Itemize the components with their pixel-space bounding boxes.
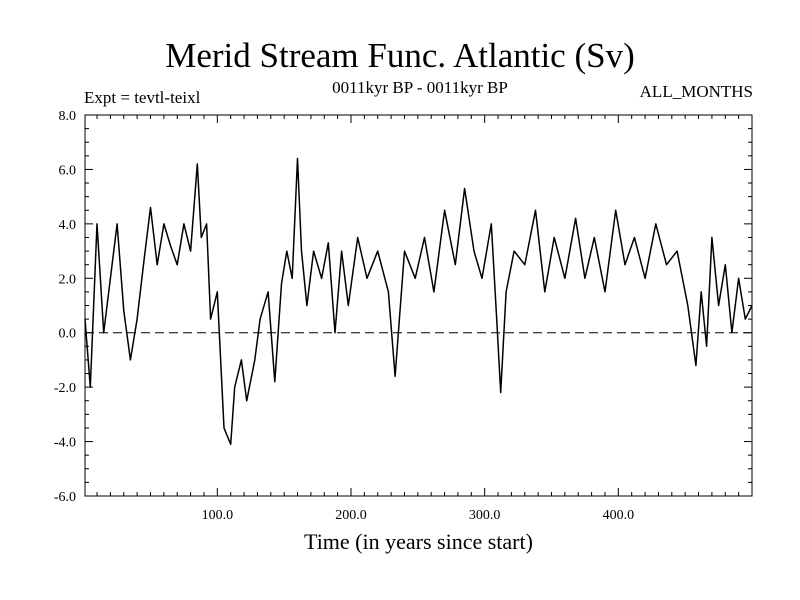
y-tick-label: -2.0	[54, 381, 76, 396]
x-tick-label: 400.0	[603, 508, 635, 523]
plot-frame	[84, 114, 753, 497]
x-tick-label: 200.0	[335, 508, 367, 523]
tick-label-group: -6.0 -4.0 -2.0 0.0 2.0 4.0 6.0 8.0 100.0 200.0 300…	[54, 109, 634, 523]
y-tick-label: 0.0	[59, 327, 77, 342]
y-tick-label: -4.0	[54, 436, 76, 451]
y-tick-label: -6.0	[54, 490, 76, 505]
experiment-label: Expt = tevtl-teixl	[84, 88, 201, 107]
x-tick-label: 100.0	[202, 508, 234, 523]
y-tick-label: 8.0	[59, 109, 77, 124]
series-line	[84, 157, 753, 446]
x-axis-label: Time (in years since start)	[304, 529, 533, 554]
y-tick-label: 2.0	[59, 272, 77, 287]
y-tick-label: 6.0	[59, 163, 77, 178]
tick-group	[85, 114, 753, 497]
y-tick-label: 4.0	[59, 218, 77, 233]
chart-subtitle: 0011kyr BP - 0011kyr BP	[332, 78, 508, 97]
period-label: ALL_MONTHS	[639, 82, 753, 101]
x-tick-label: 300.0	[469, 508, 501, 523]
chart-title: Merid Stream Func. Atlantic (Sv)	[165, 36, 635, 75]
